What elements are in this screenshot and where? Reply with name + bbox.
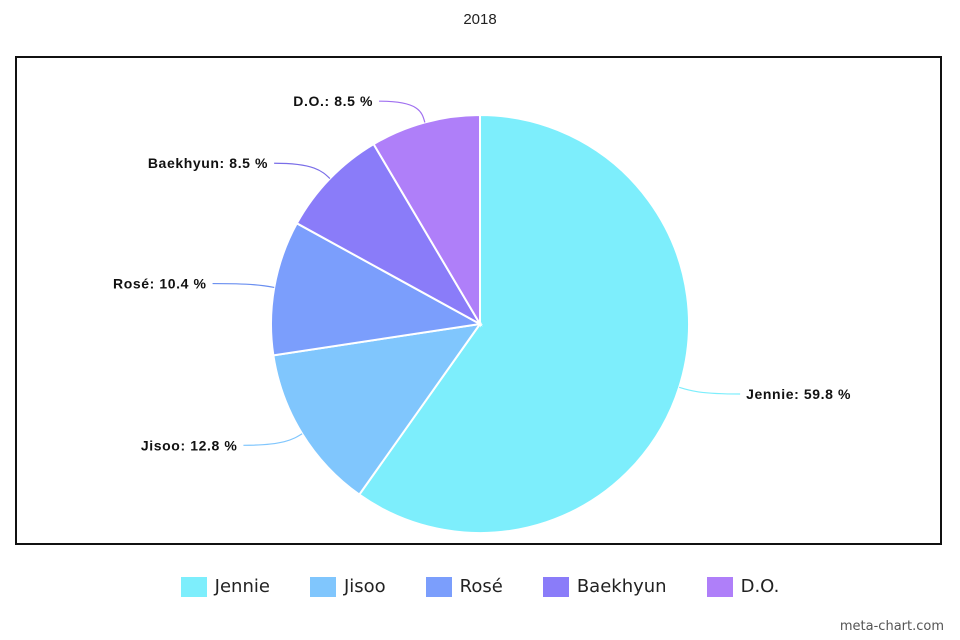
legend-label: Baekhyun	[576, 576, 667, 597]
legend-swatch	[180, 576, 207, 597]
label-connector	[678, 386, 741, 395]
legend-item[interactable]: Jisoo	[309, 576, 386, 597]
legend-swatch	[309, 576, 336, 597]
legend-item[interactable]: Jennie	[180, 576, 270, 597]
label-connector	[212, 282, 275, 289]
legend-swatch	[542, 576, 569, 597]
slice-data-label: D.O.: 8.5 %	[293, 93, 373, 109]
slice-data-label: Jennie: 59.8 %	[746, 386, 851, 402]
slice-data-label: Baekhyun: 8.5 %	[148, 155, 268, 171]
legend-swatch	[706, 576, 733, 597]
label-connector	[243, 433, 303, 446]
chart-title: 2018	[463, 11, 497, 28]
legend-label: Jennie	[214, 576, 270, 597]
slice-data-label: Rosé: 10.4 %	[113, 276, 207, 292]
pie-slice-ros[interactable]	[270, 221, 484, 357]
legend-label: Rosé	[459, 576, 503, 597]
legend-label: D.O.	[740, 576, 780, 597]
legend-item[interactable]: Rosé	[425, 576, 503, 597]
legend-swatch	[425, 576, 452, 597]
legend-label: Jisoo	[343, 576, 386, 597]
legend: Jennie Jisoo Rosé Baekhyun D.O.	[0, 576, 960, 597]
legend-item[interactable]: Baekhyun	[542, 576, 667, 597]
pie-slice-jennie[interactable]	[357, 113, 690, 534]
plot-area: Jennie: 59.8 % Jisoo: 12.8 % Rosé: 10.4 % B…	[15, 56, 942, 545]
slice-data-label: Jisoo: 12.8 %	[141, 437, 238, 453]
legend-item[interactable]: D.O.	[706, 576, 780, 597]
pie-chart: Jennie: 59.8 % Jisoo: 12.8 % Rosé: 10.4 % B…	[113, 93, 851, 534]
label-connector	[379, 100, 426, 123]
label-connector	[274, 162, 331, 179]
watermark: meta-chart.com	[839, 619, 944, 634]
